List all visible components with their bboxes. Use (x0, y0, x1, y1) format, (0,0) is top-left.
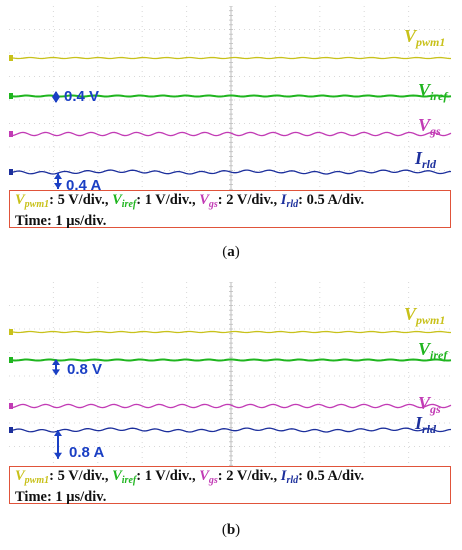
trace-viref (12, 94, 452, 98)
caption-line-1: Vpwm1: 5 V/div., Viref: 1 V/div., Vgs: 2… (15, 468, 445, 489)
trace-irld (12, 427, 452, 433)
caption-viref-unit: : 1 V/div., (136, 192, 200, 208)
arrow-irld-head-down (54, 183, 62, 189)
arrow-viref-head-down (52, 97, 60, 103)
trace-vgs (12, 403, 452, 409)
annotation-irld-step: 0.4 A (66, 177, 102, 194)
trace-vpwm (12, 330, 452, 334)
trace-label-irld: Irld (415, 148, 437, 171)
trace-label-vgs: Vgs (418, 115, 441, 138)
caption-time: Time: 1 μs/div. (15, 489, 107, 505)
caption-vgs-unit: : 2 V/div., (217, 468, 281, 484)
channel-marker-viref (9, 93, 13, 99)
caption-box-b: Vpwm1: 5 V/div., Viref: 1 V/div., Vgs: 2… (9, 466, 451, 505)
channel-marker-irld (9, 427, 13, 433)
caption-vpwm-unit: : 5 V/div., (49, 192, 113, 208)
annotation-viref-step: 0.8 V (67, 361, 103, 378)
trace-label-viref: Viref (418, 80, 448, 103)
arrow-viref-head-down (52, 369, 60, 376)
caption-vpwm-unit: : 5 V/div., (49, 468, 113, 484)
caption-viref-name: Viref (112, 192, 137, 210)
caption-viref-name: Viref (112, 468, 137, 486)
panel-b: Vpwm1 Viref Vgs Irld 0.8 V 0.8 A Vpwm1: … (9, 282, 453, 510)
caption-irld-name: Irld (280, 192, 299, 210)
arrow-viref-head-up (52, 359, 60, 365)
trace-label-vgs: Vgs (418, 393, 441, 416)
subfigure-label-a: (a) (222, 244, 240, 260)
channel-marker-viref (9, 357, 13, 363)
trace-vpwm (12, 56, 452, 60)
caption-vpwm-name: Vpwm1 (15, 468, 50, 486)
arrow-irld-head-up (54, 430, 62, 436)
caption-time: Time: 1 μs/div. (15, 213, 107, 229)
annotation-irld-step: 0.8 A (69, 444, 105, 461)
caption-vgs-unit: : 2 V/div., (217, 192, 281, 208)
arrow-viref-head-up (52, 91, 60, 97)
channel-marker-irld (9, 169, 13, 175)
panel-a: Vpwm1 Viref Vgs Irld 0.4 V 0.4 A Vpwm1: … (9, 6, 453, 234)
trace-viref (12, 358, 452, 362)
annotation-viref-step: 0.4 V (64, 88, 100, 105)
caption-box-a: Vpwm1: 5 V/div., Viref: 1 V/div., Vgs: 2… (9, 190, 451, 229)
oscilloscope-screen-b (9, 282, 453, 470)
arrow-irld-head-up (54, 173, 62, 179)
trace-label-viref: Viref (418, 339, 448, 362)
caption-vgs-name: Vgs (199, 468, 218, 486)
trace-vgs (12, 131, 452, 137)
caption-irld-unit: : 0.5 A/div. (298, 192, 365, 208)
caption-vpwm-name: Vpwm1 (15, 192, 50, 210)
caption-line-1: Vpwm1: 5 V/div., Viref: 1 V/div., Vgs: 2… (15, 192, 445, 213)
trace-label-irld: Irld (415, 413, 437, 436)
caption-viref-unit: : 1 V/div., (136, 468, 200, 484)
arrow-irld-head-down (54, 452, 62, 459)
subfigure-label-b: (b) (221, 522, 241, 538)
caption-irld-unit: : 0.5 A/div. (298, 468, 365, 484)
caption-vgs-name: Vgs (199, 192, 218, 210)
caption-irld-name: Irld (280, 468, 299, 486)
channel-marker-vgs (9, 403, 13, 409)
trace-irld (12, 169, 452, 175)
trace-label-vpwm: Vpwm1 (404, 304, 446, 327)
oscilloscope-screen-a (9, 6, 453, 194)
trace-label-vpwm: Vpwm1 (404, 26, 446, 49)
channel-marker-vpwm (9, 329, 13, 335)
channel-marker-vgs (9, 131, 13, 137)
channel-marker-vpwm (9, 55, 13, 61)
